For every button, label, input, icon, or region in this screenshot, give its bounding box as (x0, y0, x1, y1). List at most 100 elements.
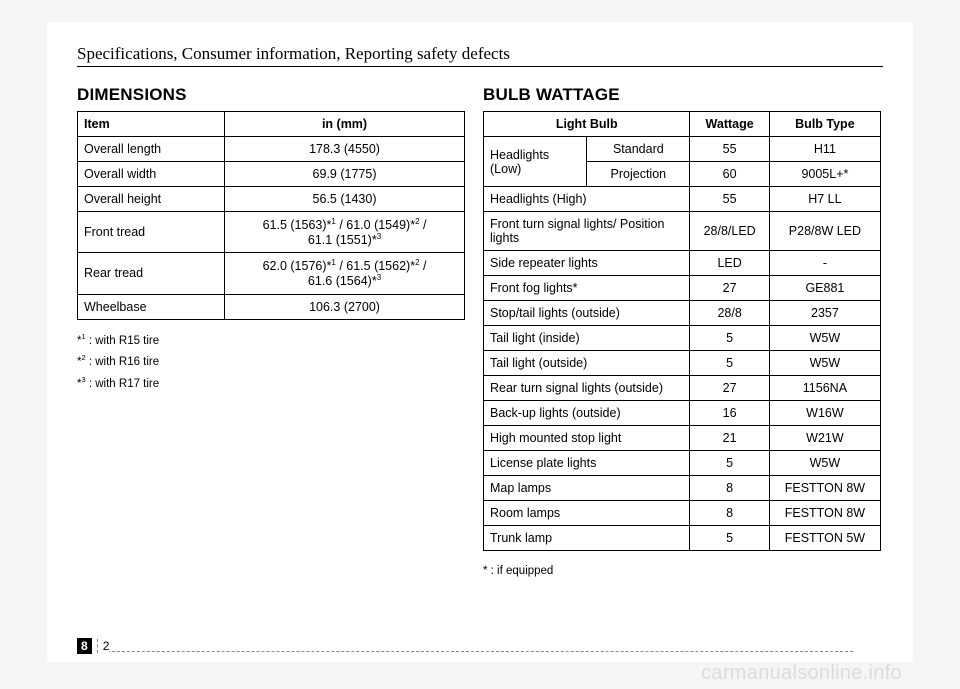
bulb-wattage: 8 (690, 476, 769, 501)
table-header-row: Light Bulb Wattage Bulb Type (484, 112, 881, 137)
section-number: 8 (77, 638, 92, 654)
bulb-type: 1156NA (769, 376, 880, 401)
bulb-name: Side repeater lights (484, 251, 690, 276)
bulb-type: 2357 (769, 301, 880, 326)
table-row: Room lamps8FESTTON 8W (484, 501, 881, 526)
dim-item: Overall width (78, 162, 225, 187)
bulb-wattage: 5 (690, 351, 769, 376)
bulb-type: W5W (769, 351, 880, 376)
bulb-name: Map lamps (484, 476, 690, 501)
bulb-name: High mounted stop light (484, 426, 690, 451)
bulb-title: BULB WATTAGE (483, 85, 881, 105)
header-text: Specifications, Consumer information, Re… (77, 44, 510, 63)
bulb-name: Front fog lights* (484, 276, 690, 301)
dim-value: 61.5 (1563)*1 / 61.0 (1549)*2 /61.1 (155… (225, 212, 465, 253)
dim-value: 106.3 (2700) (225, 294, 465, 319)
table-row: Side repeater lightsLED- (484, 251, 881, 276)
bulb-name: Rear turn signal lights (outside) (484, 376, 690, 401)
table-row: Stop/tail lights (outside)28/82357 (484, 301, 881, 326)
table-row: Headlights (Low) Standard 55 H11 (484, 137, 881, 162)
dim-header-item: Item (78, 112, 225, 137)
dim-header-value: in (mm) (225, 112, 465, 137)
page-number-value: 2 (103, 639, 110, 653)
bulb-wattage: 5 (690, 451, 769, 476)
bulb-type: W5W (769, 326, 880, 351)
table-row: Overall width 69.9 (1775) (78, 162, 465, 187)
bulb-type: FESTTON 8W (769, 476, 880, 501)
bulb-name: Front turn signal lights/ Position light… (484, 212, 690, 251)
bulb-name: Back-up lights (outside) (484, 401, 690, 426)
table-row: Front tread 61.5 (1563)*1 / 61.0 (1549)*… (78, 212, 465, 253)
bulb-type: H11 (769, 137, 880, 162)
dimensions-section: DIMENSIONS Item in (mm) Overall length 1… (77, 85, 465, 582)
page-header: Specifications, Consumer information, Re… (77, 44, 883, 67)
bulb-name: License plate lights (484, 451, 690, 476)
dim-value: 62.0 (1576)*1 / 61.5 (1562)*2 /61.6 (156… (225, 253, 465, 294)
dim-item: Wheelbase (78, 294, 225, 319)
bulb-wattage: 5 (690, 326, 769, 351)
bulb-wattage: 8 (690, 501, 769, 526)
bulb-subname: Standard (587, 137, 690, 162)
bulb-wattage: 28/8 (690, 301, 769, 326)
footer-rule (77, 651, 853, 652)
dim-value: 56.5 (1430) (225, 187, 465, 212)
footnote: *1 : with R15 tire (77, 330, 465, 352)
dim-item: Front tread (78, 212, 225, 253)
dimensions-footnotes: *1 : with R15 tire *2 : with R16 tire *3… (77, 330, 465, 395)
bulb-name: Stop/tail lights (outside) (484, 301, 690, 326)
bulb-type: W16W (769, 401, 880, 426)
bulb-type: W5W (769, 451, 880, 476)
table-row: Map lamps8FESTTON 8W (484, 476, 881, 501)
dimensions-table: Item in (mm) Overall length 178.3 (4550)… (77, 111, 465, 320)
bulb-wattage: 60 (690, 162, 769, 187)
table-row: Overall height 56.5 (1430) (78, 187, 465, 212)
table-row: Back-up lights (outside)16W16W (484, 401, 881, 426)
bulb-header-name: Light Bulb (484, 112, 690, 137)
dim-value: 178.3 (4550) (225, 137, 465, 162)
table-row: Wheelbase 106.3 (2700) (78, 294, 465, 319)
bulb-subname: Projection (587, 162, 690, 187)
bulb-wattage: 27 (690, 276, 769, 301)
page-number-divider (97, 639, 98, 653)
dim-value: 69.9 (1775) (225, 162, 465, 187)
bulb-wattage-section: BULB WATTAGE Light Bulb Wattage Bulb Typ… (483, 85, 881, 582)
table-row: License plate lights5W5W (484, 451, 881, 476)
manual-page: Specifications, Consumer information, Re… (47, 22, 913, 662)
table-row: Front fog lights*27GE881 (484, 276, 881, 301)
table-row: Rear turn signal lights (outside)271156N… (484, 376, 881, 401)
footnote: *2 : with R16 tire (77, 351, 465, 373)
bulb-table: Light Bulb Wattage Bulb Type Headlights … (483, 111, 881, 551)
table-row: Front turn signal lights/ Position light… (484, 212, 881, 251)
bulb-type: FESTTON 8W (769, 501, 880, 526)
bulb-type: H7 LL (769, 187, 880, 212)
bulb-name: Tail light (outside) (484, 351, 690, 376)
footnote: *3 : with R17 tire (77, 373, 465, 395)
page-number: 8 2 (77, 638, 109, 654)
table-row: High mounted stop light21W21W (484, 426, 881, 451)
bulb-type: FESTTON 5W (769, 526, 880, 551)
bulb-type: - (769, 251, 880, 276)
dim-item: Overall height (78, 187, 225, 212)
bulb-wattage: 21 (690, 426, 769, 451)
bulb-name: Trunk lamp (484, 526, 690, 551)
dimensions-title: DIMENSIONS (77, 85, 465, 105)
content-columns: DIMENSIONS Item in (mm) Overall length 1… (77, 85, 883, 582)
dim-item: Rear tread (78, 253, 225, 294)
watermark: carmanualsonline.info (701, 662, 902, 685)
table-row: Tail light (outside)5W5W (484, 351, 881, 376)
bulb-wattage: 55 (690, 137, 769, 162)
dim-item: Overall length (78, 137, 225, 162)
bulb-header-type: Bulb Type (769, 112, 880, 137)
table-row: Tail light (inside)5W5W (484, 326, 881, 351)
bulb-footnote: * : if equipped (483, 561, 881, 582)
bulb-wattage: 55 (690, 187, 769, 212)
bulb-wattage: 28/8/LED (690, 212, 769, 251)
table-row: Rear tread 62.0 (1576)*1 / 61.5 (1562)*2… (78, 253, 465, 294)
bulb-wattage: 16 (690, 401, 769, 426)
bulb-name: Headlights (High) (484, 187, 690, 212)
bulb-type: W21W (769, 426, 880, 451)
table-row: Overall length 178.3 (4550) (78, 137, 465, 162)
bulb-name: Tail light (inside) (484, 326, 690, 351)
bulb-wattage: 27 (690, 376, 769, 401)
bulb-wattage: 5 (690, 526, 769, 551)
